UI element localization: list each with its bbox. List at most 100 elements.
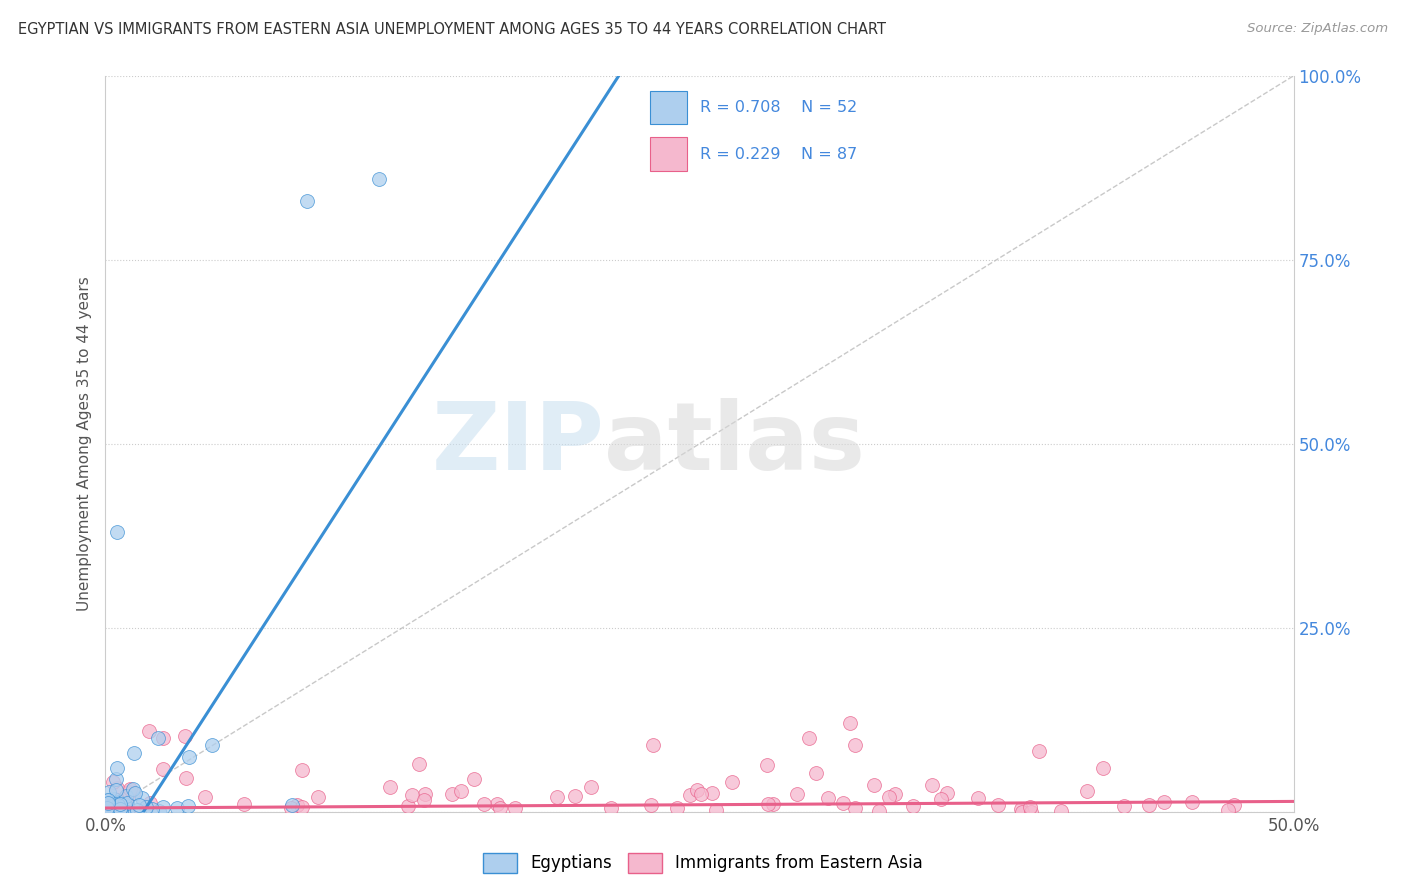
Point xyxy=(401,788,423,802)
Point xyxy=(122,746,145,760)
Point xyxy=(844,739,866,753)
Point xyxy=(762,797,785,812)
Text: atlas: atlas xyxy=(605,398,866,490)
Point xyxy=(831,796,853,810)
Point xyxy=(104,800,127,814)
Point xyxy=(463,772,485,786)
Point xyxy=(413,787,436,801)
Point xyxy=(839,716,862,731)
Point xyxy=(97,785,120,799)
Bar xyxy=(650,91,686,124)
Point xyxy=(128,798,150,813)
Point xyxy=(114,803,136,817)
Point xyxy=(103,795,125,809)
Point xyxy=(152,731,174,746)
Y-axis label: Unemployment Among Ages 35 to 44 years: Unemployment Among Ages 35 to 44 years xyxy=(76,277,91,611)
Point xyxy=(1019,805,1042,819)
Point xyxy=(307,790,329,805)
Point xyxy=(472,797,495,811)
Point xyxy=(378,780,401,794)
Point xyxy=(104,796,127,810)
Point xyxy=(107,795,129,809)
Point xyxy=(115,798,138,813)
Point xyxy=(413,793,436,807)
Point xyxy=(131,790,153,805)
Point xyxy=(929,792,952,806)
Point xyxy=(104,782,127,797)
Point xyxy=(935,786,957,800)
Point xyxy=(817,790,839,805)
Point xyxy=(1137,797,1160,812)
Point xyxy=(804,766,827,780)
Text: Source: ZipAtlas.com: Source: ZipAtlas.com xyxy=(1247,22,1388,36)
Point xyxy=(966,791,988,805)
Point xyxy=(721,775,744,789)
Point xyxy=(485,797,508,811)
Point xyxy=(1018,800,1040,814)
Point xyxy=(117,803,139,817)
Point xyxy=(108,803,131,817)
Point xyxy=(135,800,157,814)
Point xyxy=(96,793,118,807)
Point xyxy=(868,804,890,818)
Point xyxy=(97,803,120,817)
Point xyxy=(450,784,472,798)
Point xyxy=(120,781,142,796)
Point xyxy=(100,798,122,813)
Point xyxy=(987,798,1010,813)
Point xyxy=(103,791,125,805)
Point xyxy=(1091,761,1114,775)
Point xyxy=(117,805,139,819)
Point xyxy=(700,785,723,799)
Point xyxy=(1114,798,1136,813)
Point xyxy=(107,805,129,819)
Point xyxy=(101,775,124,789)
Point xyxy=(640,798,662,813)
Point xyxy=(138,796,160,810)
Point xyxy=(408,757,430,772)
Point xyxy=(104,772,127,787)
Point xyxy=(1049,804,1071,818)
Point xyxy=(1216,803,1239,817)
Point xyxy=(107,793,129,807)
Point xyxy=(148,805,170,819)
Point xyxy=(233,797,256,812)
Point xyxy=(291,763,314,777)
Point xyxy=(105,524,128,539)
Point xyxy=(122,786,145,800)
Point xyxy=(115,799,138,814)
Point xyxy=(797,731,820,746)
Point xyxy=(201,739,224,753)
Point xyxy=(125,803,148,817)
Point xyxy=(114,789,136,804)
Point xyxy=(96,804,118,818)
Point xyxy=(122,782,145,797)
Point xyxy=(97,797,120,811)
Point xyxy=(1181,795,1204,809)
Point xyxy=(112,803,135,817)
Point xyxy=(287,798,309,813)
Point xyxy=(600,801,623,815)
Point xyxy=(110,797,132,812)
Point xyxy=(579,780,602,794)
Point xyxy=(97,797,120,812)
Point xyxy=(756,797,779,811)
Point xyxy=(679,788,702,802)
Point xyxy=(107,797,129,812)
Text: EGYPTIAN VS IMMIGRANTS FROM EASTERN ASIA UNEMPLOYMENT AMONG AGES 35 TO 44 YEARS : EGYPTIAN VS IMMIGRANTS FROM EASTERN ASIA… xyxy=(18,22,886,37)
Point xyxy=(112,797,135,811)
Legend: Egyptians, Immigrants from Eastern Asia: Egyptians, Immigrants from Eastern Asia xyxy=(477,847,929,880)
Point xyxy=(174,771,197,785)
Point xyxy=(704,803,727,817)
Point xyxy=(177,749,200,764)
Point xyxy=(665,801,688,815)
Text: R = 0.229    N = 87: R = 0.229 N = 87 xyxy=(700,146,856,161)
Point xyxy=(441,787,464,801)
Point xyxy=(877,790,900,805)
Point xyxy=(546,789,568,804)
Point xyxy=(1223,797,1246,812)
Point xyxy=(883,787,905,801)
Point xyxy=(177,799,200,814)
Point xyxy=(101,805,124,819)
Point xyxy=(100,800,122,814)
